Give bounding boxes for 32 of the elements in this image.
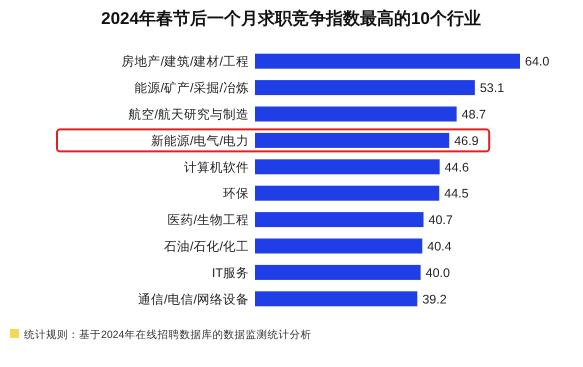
data-label: 53.1 [480,81,504,96]
y-tick-label: 医药/生物工程 [168,213,249,228]
y-tick-label: 航空/航天研究与制造 [128,108,249,122]
y-tick-label: 环保 [223,186,249,201]
data-label: 48.7 [462,108,486,122]
y-tick-label: 新能源/电气/电力 [151,134,249,148]
data-label: 64.0 [525,54,550,69]
bar [255,291,418,306]
chart-title: 2024年春节后一个月求职竞争指数最高的10个行业 [101,9,481,28]
bar [255,186,440,201]
y-tick-label: 通信/电信/网络设备 [138,292,249,306]
data-label: 40.7 [428,213,453,228]
y-tick-label: 能源/矿产/采掘/冶炼 [134,81,249,96]
data-label: 44.6 [444,160,470,174]
bar [255,159,440,174]
y-tick-label: 计算机软件 [184,160,249,174]
y-tick-label: 石油/石化/化工 [164,240,249,254]
data-label: 40.4 [427,240,452,254]
data-label: 39.2 [422,292,447,306]
bar [255,264,421,280]
y-tick-label: 房地产/建筑/建材/工程 [122,54,249,69]
data-label: 40.0 [426,266,450,280]
bar [255,238,422,254]
bar [255,106,457,122]
bar [255,80,475,96]
bar [255,212,424,228]
y-tick-label: IT服务 [212,266,249,280]
data-label: 44.5 [444,186,469,201]
data-label: 46.9 [454,134,479,148]
bar [255,54,520,69]
bar [255,132,450,148]
text: 统计规则：基于2024年在线招聘数据库的数据监测统计分析 [24,328,312,341]
